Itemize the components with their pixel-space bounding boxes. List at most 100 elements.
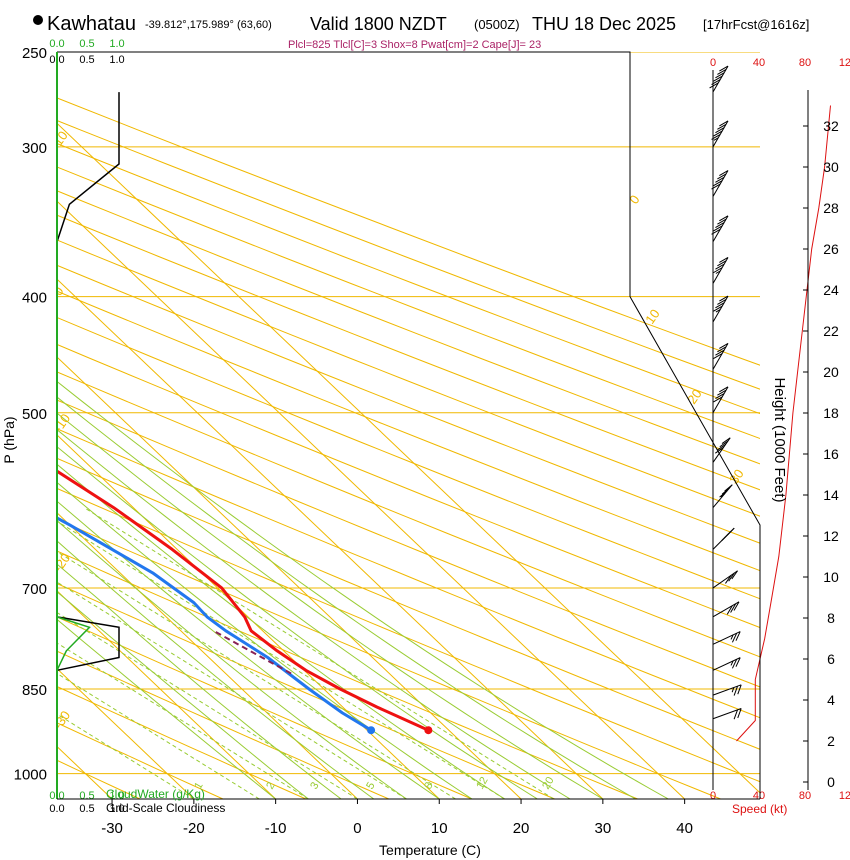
pressure-tick: 850: [22, 682, 47, 699]
dry-adiabat: [57, 487, 760, 783]
wind-barb: [712, 657, 741, 671]
dry-adiabat: [57, 650, 390, 799]
isotherm-line: [57, 122, 760, 794]
height-tick-label: 6: [827, 651, 835, 667]
mixing-ratio-label: 5: [364, 780, 377, 791]
dry-adiabat: [57, 371, 760, 658]
cloudiness-label: Grid-Scale Cloudiness: [106, 801, 225, 815]
isotherm-line: [57, 590, 276, 799]
wind-speed-line: [736, 105, 831, 742]
speed-tick-top: 80: [799, 57, 811, 69]
height-tick-label: 32: [823, 118, 839, 134]
wind-barb: [712, 631, 741, 645]
moist-adiabat: [57, 481, 473, 799]
height-tick-label: 10: [823, 569, 839, 585]
mixing-ratio-line: [57, 642, 309, 799]
height-tick-label: 8: [827, 610, 835, 626]
dry-adiabat: [57, 583, 555, 799]
speed-tick-top: 0: [710, 57, 716, 69]
cloudiness-tick-top: 1.0: [109, 54, 124, 66]
wind-panel: 0040408080120120: [709, 57, 850, 802]
dry-adiabat: [57, 143, 760, 415]
cloudiness-tick-bottom: 0.0: [49, 803, 64, 815]
height-tick-label: 0: [827, 774, 835, 790]
dry-adiabat: [57, 166, 760, 440]
height-axis-title: Height (1000 Feet): [771, 377, 788, 502]
height-tick-label: 20: [823, 364, 839, 380]
mixing-ratio-label: 20: [540, 775, 557, 792]
sounding-series: [57, 469, 433, 735]
isotherm-label: 0: [50, 284, 66, 299]
station-dot: [33, 15, 43, 25]
height-tick-label: 26: [823, 241, 839, 257]
wind-barb: [712, 484, 733, 509]
valid-time: Valid 1800 NZDT: [310, 14, 447, 34]
isotherm-line: [57, 278, 604, 799]
height-tick-label: 28: [823, 200, 839, 216]
x-tick-label: 10: [431, 820, 448, 837]
moist-adiabat: [57, 540, 375, 799]
x-tick-label: -10: [265, 820, 287, 837]
dry-adiabat: [57, 399, 760, 688]
speed-tick-bottom: 40: [753, 790, 765, 802]
surface-temperature-marker: [424, 726, 433, 735]
speed-tick-bottom: 0: [710, 790, 716, 802]
pressure-tick: 1000: [14, 767, 47, 784]
x-tick-label: 30: [595, 820, 612, 837]
dry-adiabat: [57, 239, 760, 517]
isotherm-label: 10: [642, 306, 663, 326]
pressure-tick: 400: [22, 290, 47, 307]
moist-adiabat: [57, 618, 276, 799]
cloudiness-tick-bottom: 0.5: [79, 803, 94, 815]
mixing-ratio-line: [57, 611, 358, 799]
isotherm-label: 30: [726, 466, 747, 486]
dry-adiabat: [57, 722, 224, 799]
height-tick-label: 12: [823, 528, 839, 544]
moist-adiabat: [57, 446, 538, 799]
isotherm-label: -10: [50, 411, 73, 435]
height-tick-label: 16: [823, 446, 839, 462]
dry-adiabat: [57, 264, 760, 544]
wind-barb: [709, 65, 729, 93]
parcel-params: Plcl=825 Tlcl[C]=3 Shox=8 Pwat[cm]=2 Cap…: [288, 39, 541, 51]
wind-barb: [712, 527, 735, 550]
height-tick-label: 24: [823, 282, 839, 298]
dry-adiabat: [57, 214, 760, 491]
wind-barb: [712, 601, 740, 618]
moist-adiabat: [57, 412, 604, 799]
valid-date: THU 18 Dec 2025: [532, 14, 676, 34]
wind-barb: [712, 386, 729, 414]
dry-adiabat: [57, 550, 638, 799]
temperature-line: [57, 469, 430, 732]
dry-adiabat: [57, 316, 760, 600]
mixing-ratio-label: 2: [264, 780, 277, 791]
speed-tick-bottom: 80: [799, 790, 811, 802]
dry-adiabat: [57, 685, 307, 799]
mixing-ratio-line: [57, 713, 195, 799]
moist-adiabat: [57, 396, 636, 799]
wind-barb: [711, 170, 729, 197]
moist-adiabat: [57, 380, 669, 799]
mixing-ratio-line: [57, 520, 505, 799]
moist-adiabat: [57, 563, 342, 799]
pressure-tick: 700: [22, 581, 47, 598]
mixing-ratio-label: 12: [474, 775, 491, 792]
mixing-ratio-line: [57, 672, 260, 799]
cloudwater-tick-bottom: 0.5: [79, 790, 94, 802]
station-name: Kawhatau: [47, 13, 136, 35]
y-axis-title: P (hPa): [1, 416, 17, 463]
wind-barb: [712, 570, 738, 589]
wind-barb: [712, 684, 742, 696]
moist-adiabat: [57, 429, 571, 799]
height-tick-label: 14: [823, 487, 839, 503]
isotherm-label: 0: [626, 192, 642, 207]
x-tick-label: 20: [513, 820, 530, 837]
wind-barb: [712, 708, 742, 720]
dry-adiabat: [57, 616, 472, 799]
speed-label: Speed (kt): [732, 802, 787, 816]
utc-time: (0500Z): [474, 17, 520, 32]
mixing-ratio-line: [57, 581, 407, 799]
cloudwater-tick-top: 0.0: [49, 38, 64, 50]
